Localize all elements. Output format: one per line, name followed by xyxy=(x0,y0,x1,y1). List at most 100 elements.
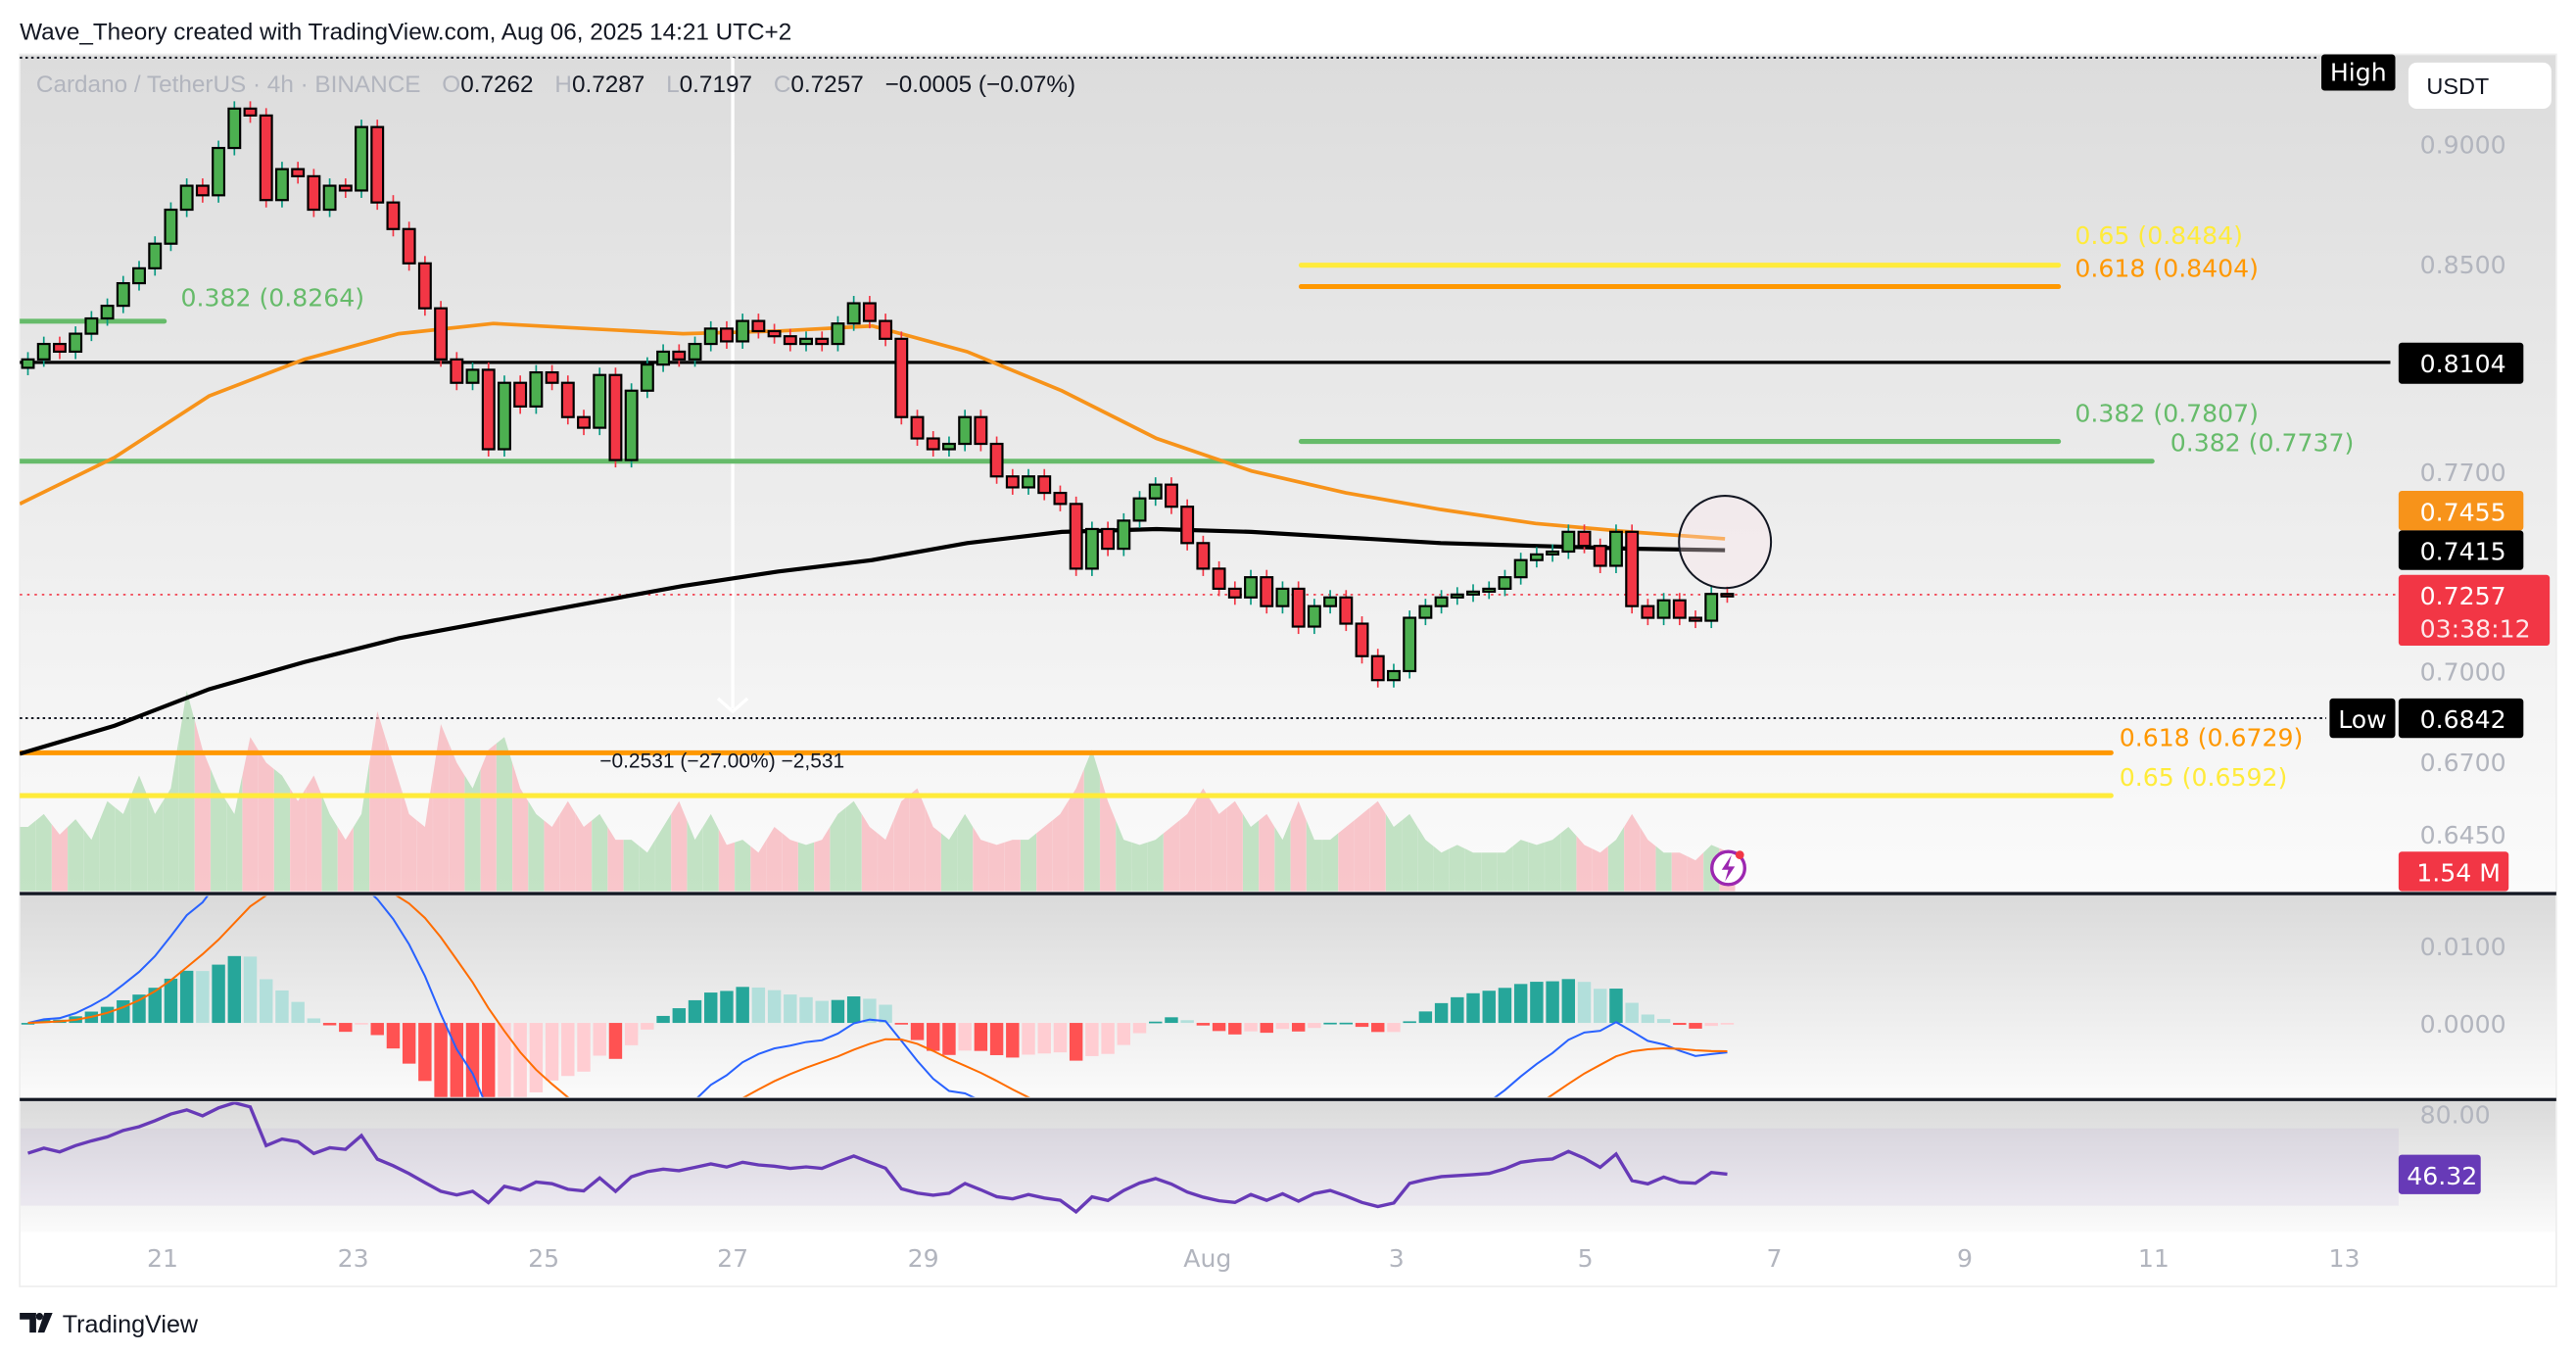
macd-histogram-bar xyxy=(688,999,702,1024)
open-label: O xyxy=(442,72,460,98)
volume-bar xyxy=(718,829,735,892)
macd-histogram-bar xyxy=(1053,1023,1068,1053)
symbol-legend[interactable]: Cardano / TetherUS · 4h · BINANCE O0.726… xyxy=(36,72,1075,98)
candle xyxy=(291,162,306,184)
volume-bar xyxy=(194,720,211,892)
macd-histogram-bar xyxy=(1355,1023,1369,1028)
macd-histogram-bar xyxy=(1308,1023,1321,1029)
volume-bar xyxy=(702,813,719,892)
macd-histogram-bar xyxy=(1132,1023,1147,1034)
candle xyxy=(164,202,178,252)
candle-body xyxy=(1704,593,1719,622)
candle xyxy=(529,364,544,414)
time-axis[interactable] xyxy=(20,1232,2556,1287)
candle-body xyxy=(1482,587,1497,593)
candle-body xyxy=(846,302,861,325)
highlight-circle[interactable] xyxy=(1678,495,1773,590)
macd-histogram-bar xyxy=(418,1023,432,1082)
change-value: −0.0005 (−0.07%) xyxy=(885,72,1076,98)
candle-body xyxy=(1005,475,1020,489)
candle xyxy=(355,120,368,198)
time-tick: 25 xyxy=(528,1244,559,1273)
macd-histogram-bar xyxy=(656,1015,670,1024)
macd-histogram-bar xyxy=(307,1018,321,1024)
candle-body xyxy=(1672,599,1687,619)
candle-body xyxy=(481,368,496,451)
volume-bar xyxy=(1512,840,1529,892)
volume-bar xyxy=(592,813,608,892)
volume-bar xyxy=(51,824,68,892)
last-price-text: 0.7257 xyxy=(2420,582,2506,610)
candle xyxy=(1450,587,1464,605)
candle xyxy=(640,357,654,399)
candle xyxy=(577,410,591,436)
macd-axis[interactable]: 0.0100 0.0000 xyxy=(2420,933,2506,1039)
volume-bar xyxy=(1624,813,1641,892)
candle-body xyxy=(1466,590,1480,596)
macd-histogram-bar xyxy=(1339,1022,1354,1025)
symbol-name[interactable]: Cardano / TetherUS · 4h · BINANCE xyxy=(36,72,421,98)
candle xyxy=(1069,496,1083,576)
macd-histogram-bar xyxy=(370,1023,384,1036)
candle xyxy=(1022,468,1035,495)
macd-histogram xyxy=(21,955,1735,1097)
candle xyxy=(767,323,782,344)
rsi-axis[interactable]: 80.00 46.32 xyxy=(2398,1101,2491,1194)
macd-histogram-bar xyxy=(1546,981,1559,1024)
volume-bar xyxy=(655,813,672,892)
volume-bar xyxy=(321,795,338,892)
candle-body xyxy=(69,332,83,354)
macd-pane[interactable] xyxy=(20,894,2556,1099)
candle-body xyxy=(736,319,750,343)
candle xyxy=(560,375,575,425)
candle-body xyxy=(497,381,511,451)
macd-histogram-bar xyxy=(1673,1023,1687,1026)
candle xyxy=(608,367,623,468)
tradingview-logo[interactable]: TradingView xyxy=(20,1311,199,1338)
volume-bar xyxy=(1464,848,1482,892)
currency-button[interactable] xyxy=(2408,62,2552,109)
candle-body xyxy=(1370,654,1385,682)
candle-body xyxy=(624,389,639,461)
macd-histogram-bar xyxy=(275,990,289,1024)
volume-bar xyxy=(83,820,100,892)
candle xyxy=(21,352,35,375)
macd-histogram-bar xyxy=(1165,1017,1178,1024)
time-tick: 3 xyxy=(1389,1244,1405,1273)
candle xyxy=(1132,491,1147,528)
volume-bar xyxy=(1179,800,1196,892)
volume-bar xyxy=(1004,840,1021,892)
volume-bar xyxy=(830,807,846,892)
fib-label-382-b: 0.382 (0.7737) xyxy=(2171,429,2355,458)
volume-bar xyxy=(1068,768,1084,892)
macd-histogram-bar xyxy=(720,991,734,1024)
volume-bar xyxy=(1655,846,1672,892)
lightning-icon[interactable] xyxy=(1710,849,1746,887)
candle xyxy=(719,320,734,349)
candle xyxy=(1212,560,1226,597)
candle-body xyxy=(1148,483,1163,500)
candle xyxy=(450,352,464,391)
candle-body xyxy=(36,342,51,361)
candle xyxy=(386,195,401,237)
candle-body xyxy=(751,319,766,333)
volume-bar xyxy=(1433,846,1450,892)
candle-body xyxy=(513,381,528,408)
candle-body xyxy=(926,437,940,451)
volume-bar xyxy=(385,737,402,892)
macd-histogram-bar xyxy=(831,999,845,1024)
time-axis-labels[interactable]: 21 23 25 27 29 Aug 3 5 7 9 11 13 xyxy=(147,1244,2360,1273)
svg-text:Cardano / TetherUS · 4h · BINA: Cardano / TetherUS · 4h · BINANCE O0.726… xyxy=(36,72,1075,98)
candle xyxy=(1260,569,1274,614)
price-axis[interactable]: High USDT 0.9000 0.8500 0.7700 0.7000 0.… xyxy=(2321,54,2552,892)
rsi-pane[interactable] xyxy=(20,1100,2556,1233)
signal-line xyxy=(27,895,1728,1097)
attribution-text: Wave_Theory created with TradingView.com… xyxy=(20,19,791,45)
volume-bar xyxy=(1528,842,1545,892)
candle xyxy=(116,275,130,314)
macd-histogram-bar xyxy=(1451,996,1464,1024)
macd-histogram-bar xyxy=(355,1023,368,1025)
candle xyxy=(338,178,353,198)
candle-body xyxy=(1608,530,1623,567)
